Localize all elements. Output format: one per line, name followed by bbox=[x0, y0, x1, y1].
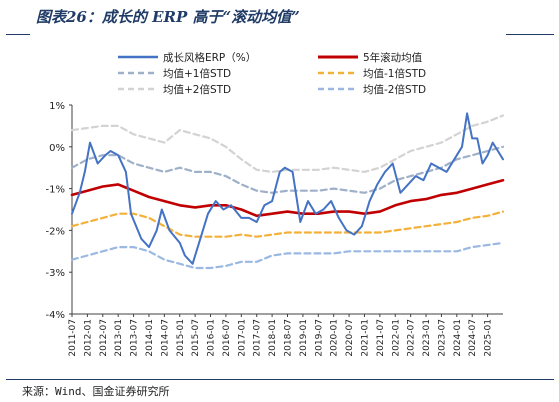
legend-minus-1std: 均值-1倍STD bbox=[318, 67, 426, 80]
page-title: 图表26：成长的 ERP 高于“滚动均值” bbox=[36, 8, 300, 26]
legend-rolling-mean: 5年滚动均值 bbox=[318, 51, 423, 64]
x-tick-label: 2021-01 bbox=[360, 319, 370, 357]
x-tick-label: 2022-07 bbox=[407, 319, 417, 357]
y-tick-label: -3% bbox=[46, 268, 65, 279]
legend-erp: 成长风格ERP（%） bbox=[118, 51, 256, 64]
x-tick-label: 2014-07 bbox=[160, 319, 170, 357]
x-tick-label: 2023-07 bbox=[437, 319, 447, 357]
x-tick-label: 2025-01 bbox=[484, 319, 494, 357]
x-tick-label: 2016-01 bbox=[207, 319, 217, 357]
y-tick-label: -1% bbox=[46, 185, 65, 196]
mean-plus-2std-line bbox=[70, 114, 505, 173]
x-tick-label: 2017-01 bbox=[237, 319, 247, 357]
mean-plus-1std-line bbox=[70, 145, 505, 194]
x-tick-label: 2013-07 bbox=[130, 319, 140, 357]
legend-erp-label: 成长风格ERP（%） bbox=[163, 51, 256, 64]
x-tick-label: 2023-01 bbox=[422, 319, 432, 357]
y-tick-label: 1% bbox=[49, 101, 65, 112]
x-tick-label: 2017-07 bbox=[253, 319, 263, 357]
x-tick-label: 2024-07 bbox=[468, 319, 478, 357]
x-tick-label: 2012-01 bbox=[83, 319, 93, 357]
legend-minus-2std: 均值-2倍STD bbox=[318, 83, 426, 96]
y-tick-label: 0% bbox=[49, 143, 65, 154]
x-tick-label: 2020-07 bbox=[345, 319, 355, 357]
legend-minus-1std-label: 均值-1倍STD bbox=[363, 67, 426, 80]
legend-minus-2std-label: 均值-2倍STD bbox=[363, 83, 426, 96]
legend-plus-2std: 均值+2倍STD bbox=[118, 83, 231, 96]
x-tick-label: 2015-07 bbox=[191, 319, 201, 357]
x-tick-label: 2013-01 bbox=[114, 319, 124, 357]
y-tick-label: -4% bbox=[46, 310, 65, 321]
x-tick-label: 2021-07 bbox=[376, 319, 386, 357]
x-tick-label: 2012-07 bbox=[99, 319, 109, 357]
x-tick-label: 2015-01 bbox=[176, 319, 186, 357]
y-tick-label: -2% bbox=[46, 226, 65, 237]
legend-plus-1std: 均值+1倍STD bbox=[118, 67, 231, 80]
x-tick-label: 2018-01 bbox=[268, 319, 278, 357]
title-rule-left bbox=[6, 34, 30, 35]
legend-rolling-mean-label: 5年滚动均值 bbox=[363, 51, 423, 64]
title-rule-right bbox=[506, 34, 554, 35]
mean-minus-2std-line bbox=[70, 241, 505, 270]
x-tick-label: 2024-01 bbox=[453, 319, 463, 357]
source-note: 来源：Wind、国金证券研究所 bbox=[22, 385, 170, 398]
x-tick-label: 2011-07 bbox=[68, 319, 78, 357]
x-tick-label: 2020-01 bbox=[330, 319, 340, 357]
x-tick-label: 2014-01 bbox=[145, 319, 155, 357]
legend-plus-1std-label: 均值+1倍STD bbox=[163, 67, 231, 80]
x-tick-label: 2016-07 bbox=[222, 319, 232, 357]
erp-line bbox=[71, 112, 504, 265]
x-tick-label: 2022-01 bbox=[391, 319, 401, 357]
x-tick-label: 2019-01 bbox=[299, 319, 309, 357]
footer-rule bbox=[6, 379, 554, 380]
mean-minus-1std-line bbox=[70, 210, 505, 238]
x-tick-label: 2018-07 bbox=[284, 319, 294, 357]
x-tick-label: 2019-07 bbox=[314, 319, 324, 357]
legend-plus-2std-label: 均值+2倍STD bbox=[163, 83, 231, 96]
rolling-mean-line bbox=[70, 178, 505, 218]
